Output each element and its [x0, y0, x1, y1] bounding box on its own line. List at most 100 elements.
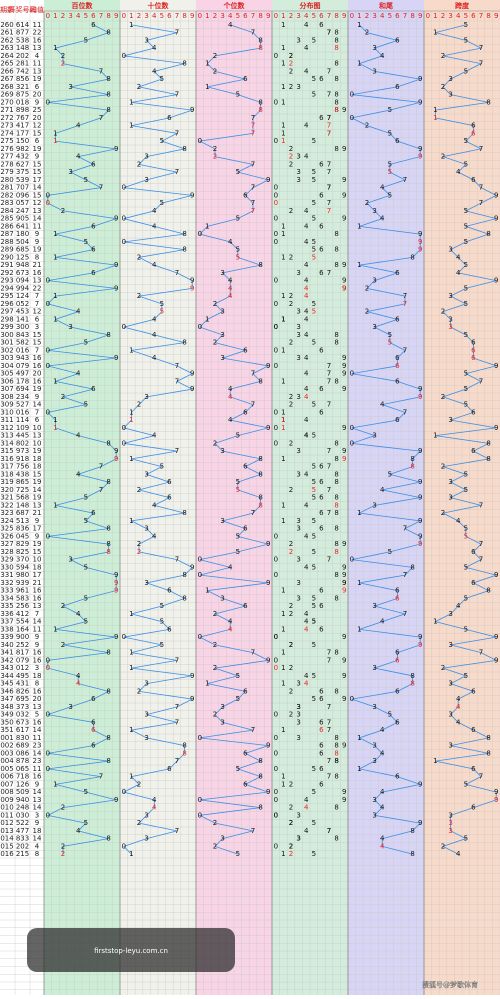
sum-value: 21: [33, 509, 42, 517]
digit-mark: 0: [274, 230, 278, 238]
sum-value: 18: [33, 463, 42, 471]
digit-mark: 0: [274, 424, 278, 432]
digit-mark: 8: [106, 29, 110, 37]
digit-mark: 0: [274, 571, 278, 579]
digit-mark: 9: [342, 455, 346, 463]
digit-mark: 9: [342, 191, 346, 199]
digit-mark: 3: [296, 594, 300, 602]
digit-mark: 5: [160, 641, 164, 649]
digit-mark: 3: [296, 153, 300, 161]
trend-line: [122, 24, 194, 855]
digit-mark: 1: [281, 773, 285, 781]
digit-mark: 0: [274, 98, 278, 106]
draw-number: 126: [16, 780, 30, 788]
digit-mark: 2: [61, 804, 65, 812]
draw-number: 594: [16, 563, 30, 571]
digit-mark: 4: [228, 284, 233, 292]
digit-mark: 5: [464, 207, 468, 215]
digit-mark: 1: [205, 83, 209, 91]
draw-number: 973: [16, 447, 29, 455]
sum-value: 7: [35, 346, 39, 354]
digit-header: 4: [304, 12, 309, 20]
digit-mark: 4: [76, 153, 81, 161]
sum-value: 15: [33, 331, 42, 339]
digit-mark: 9: [114, 145, 118, 153]
digit-mark: 1: [281, 780, 285, 788]
digit-mark: 3: [372, 207, 376, 215]
digit-mark: 3: [296, 354, 300, 362]
sum-value: 19: [33, 145, 42, 153]
period: 275: [0, 137, 13, 145]
period: 002: [0, 742, 13, 750]
digit-mark: 9: [266, 176, 270, 184]
digit-mark: 1: [281, 664, 285, 672]
digit-mark: 6: [395, 315, 400, 323]
digit-mark: 4: [304, 331, 309, 339]
digit-mark: 7: [175, 129, 179, 137]
sum-value: 18: [33, 827, 42, 835]
digit-mark: 2: [289, 83, 293, 91]
sum-value: 7: [35, 610, 39, 618]
period: 297: [0, 308, 13, 316]
digit-mark: 9: [114, 354, 118, 362]
digit-mark: 9: [342, 656, 346, 664]
digit-mark: 7: [403, 408, 407, 416]
digit-mark: 0: [274, 788, 278, 796]
digit-mark: 7: [99, 486, 103, 494]
sum-value: 14: [33, 401, 42, 409]
digit-mark: 9: [494, 796, 498, 804]
draw-number: 948: [16, 261, 29, 269]
digit-mark: 1: [281, 83, 285, 91]
digit-mark: 5: [84, 176, 88, 184]
digit-mark: 5: [236, 432, 240, 440]
digit-header: 5: [160, 12, 164, 20]
draw-number: 247: [16, 207, 29, 215]
digit-mark: 4: [304, 416, 309, 424]
digit-mark: 5: [84, 563, 88, 571]
digit-mark: 6: [471, 687, 476, 695]
digit-mark: 0: [274, 633, 278, 641]
period: 340: [0, 641, 13, 649]
digit-header: 1: [205, 12, 209, 20]
period: 307: [0, 385, 13, 393]
digit-mark: 1: [281, 455, 285, 463]
digit-mark: 1: [205, 680, 209, 688]
digit-header: 6: [243, 12, 248, 20]
digit-mark: 5: [160, 602, 164, 610]
digit-mark: 1: [53, 416, 57, 424]
digit-mark: 6: [91, 718, 96, 726]
digit-mark: 2: [137, 401, 141, 409]
period: 335: [0, 602, 13, 610]
sum-value: 10: [33, 439, 42, 447]
digit-mark: 8: [334, 478, 338, 486]
draw-number: 477: [16, 827, 29, 835]
digit-header: 6: [319, 12, 324, 20]
digit-mark: 7: [327, 463, 331, 471]
digit-mark: 8: [182, 60, 186, 68]
digit-mark: 8: [106, 91, 110, 99]
digit-mark: 0: [46, 191, 50, 199]
sum-value: 13: [33, 67, 42, 75]
digit-mark: 7: [327, 129, 331, 137]
digit-mark: 6: [395, 594, 400, 602]
watermark-bg: [27, 928, 235, 972]
digit-mark: 3: [372, 703, 376, 711]
digit-mark: 0: [274, 439, 278, 447]
digit-mark: 6: [471, 346, 476, 354]
digit-mark: 3: [68, 703, 72, 711]
sum-value: 21: [33, 261, 42, 269]
digit-mark: 4: [380, 835, 385, 843]
digit-mark: 8: [410, 463, 414, 471]
digit-mark: 3: [372, 664, 376, 672]
digit-mark: 6: [395, 416, 400, 424]
period: 341: [0, 649, 13, 657]
digit-mark: 1: [53, 780, 57, 788]
digit-mark: 7: [99, 463, 103, 471]
digit-mark: 3: [68, 168, 72, 176]
digit-mark: 8: [106, 478, 110, 486]
digit-mark: 2: [289, 641, 293, 649]
digit-mark: 2: [289, 300, 293, 308]
digit-mark: 5: [312, 478, 316, 486]
digit-mark: 5: [464, 238, 468, 246]
sum-value: 20: [33, 695, 42, 703]
